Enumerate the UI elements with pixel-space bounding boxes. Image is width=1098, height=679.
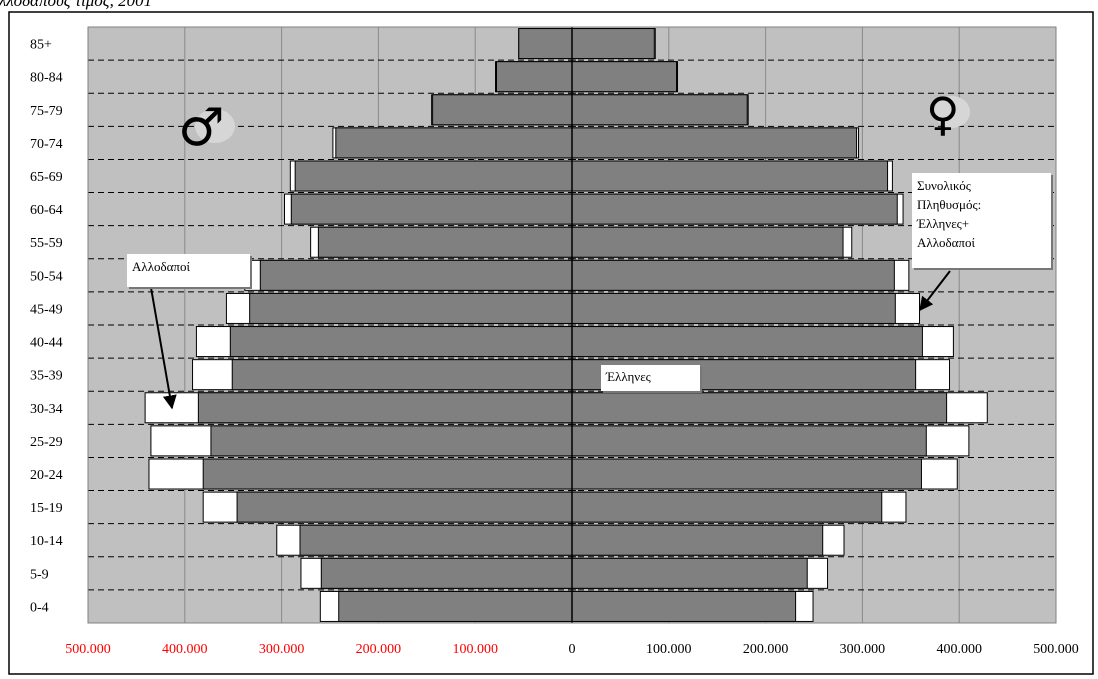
- bar-greek-female-30-34: [571, 392, 948, 424]
- total-population-callout: Συνολικός Πληθυσμός: Έλληνες+ Αλλοδαποί: [912, 173, 1051, 268]
- bar-greek-male-20-24: [202, 458, 573, 490]
- x-tick-label: 500.000: [65, 642, 111, 657]
- bar-greek-female-75-79: [571, 94, 748, 126]
- bar-greek-female-10-14: [571, 524, 824, 556]
- bar-greek-male-45-49: [249, 292, 573, 324]
- foreigners-arrow: [149, 281, 177, 410]
- y-tick-label: 30-34: [30, 402, 63, 417]
- y-tick-label: 0-4: [30, 600, 49, 615]
- x-tick-label: 300.000: [840, 642, 886, 657]
- greeks-callout: Έλληνες: [601, 365, 700, 391]
- bar-greek-male-80-84: [495, 61, 573, 93]
- bar-greek-male-25-29: [210, 425, 573, 457]
- y-tick-label: 25-29: [30, 435, 63, 450]
- bar-greek-male-50-54: [259, 259, 573, 291]
- male-symbol-glyph: ♂: [178, 98, 225, 158]
- total-population-arrow: [919, 270, 951, 312]
- bar-greek-female-70-74: [571, 127, 858, 159]
- x-tick-label: 200.000: [743, 642, 789, 657]
- bar-greek-male-60-64: [290, 193, 573, 225]
- bar-greek-female-0-4: [571, 590, 797, 622]
- bar-greek-male-55-59: [317, 226, 573, 258]
- y-tick-label: 80-84: [30, 71, 63, 86]
- y-tick-label: 15-19: [30, 501, 63, 516]
- bar-greek-female-25-29: [571, 425, 927, 457]
- y-tick-label: 55-59: [30, 236, 63, 251]
- y-tick-label: 10-14: [30, 534, 63, 549]
- bar-greek-female-40-44: [571, 326, 923, 358]
- y-tick-label: 60-64: [30, 203, 63, 218]
- x-tick-label: 200.000: [356, 642, 402, 657]
- y-tick-label: 85+: [30, 38, 52, 53]
- greeks-label: Έλληνες: [606, 369, 651, 384]
- bar-greek-male-40-44: [229, 326, 573, 358]
- x-tick-label: 500.000: [1033, 642, 1079, 657]
- bar-greek-male-65-69: [294, 160, 573, 192]
- bar-greek-male-85+: [518, 28, 573, 60]
- x-tick-label: 400.000: [162, 642, 208, 657]
- bars: [144, 28, 988, 622]
- x-tick-label: 0: [569, 642, 576, 657]
- x-tick-label: 100.000: [646, 642, 692, 657]
- bar-greek-female-80-84: [571, 61, 678, 93]
- bar-greek-male-75-79: [432, 94, 573, 126]
- bar-greek-male-0-4: [338, 590, 573, 622]
- y-tick-label: 50-54: [30, 269, 63, 284]
- total-line-1: Συνολικός: [917, 178, 971, 193]
- bar-greek-male-15-19: [236, 491, 573, 523]
- y-tick-label: 70-74: [30, 137, 63, 152]
- total-line-4: Αλλοδαποί: [917, 235, 975, 250]
- bar-greek-female-20-24: [571, 458, 922, 490]
- y-tick-labels: 0-4 5-9 10-14 15-19 20-24 25-29 30-34 35-39 40-4…: [30, 38, 63, 616]
- annotation-arrows: [149, 270, 951, 410]
- bar-greek-female-65-69: [571, 160, 889, 192]
- y-tick-label: 45-49: [30, 302, 63, 317]
- bar-greek-male-35-39: [231, 359, 573, 391]
- bar-greek-male-30-34: [197, 392, 573, 424]
- bar-greek-male-5-9: [320, 557, 573, 589]
- x-tick-label: 400.000: [936, 642, 982, 657]
- total-line-2: Πληθυσμός:: [917, 197, 982, 212]
- bar-greek-female-45-49: [571, 292, 896, 324]
- female-symbol: ♀: [926, 87, 970, 141]
- y-tick-label: 35-39: [30, 369, 63, 384]
- female-symbol-glyph: ♀: [926, 87, 960, 141]
- male-symbol-shadow: [195, 109, 235, 143]
- chart-caption: αλλοδαπούς τιμός, 2001: [0, 0, 153, 10]
- x-tick-label: 300.000: [259, 642, 305, 657]
- foreigners-callout: Αλλοδαποί: [127, 254, 250, 287]
- gender-symbols: ♂ ♀: [178, 87, 970, 158]
- bar-greek-female-55-59: [571, 226, 844, 258]
- bar-greek-female-85+: [571, 28, 655, 60]
- y-tick-label: 40-44: [30, 336, 63, 351]
- axes: [87, 26, 1057, 624]
- y-tick-label: 75-79: [30, 104, 63, 119]
- x-tick-labels: 500.000 400.000 300.000 200.000 100.000 0 100.…: [65, 642, 1079, 657]
- male-symbol: ♂: [178, 98, 235, 158]
- y-tick-label: 65-69: [30, 170, 63, 185]
- bar-greek-female-50-54: [571, 259, 895, 291]
- bar-greek-male-10-14: [299, 524, 573, 556]
- bar-greek-female-5-9: [571, 557, 808, 589]
- female-symbol-shadow: [934, 96, 970, 128]
- total-line-3: Έλληνες+: [917, 216, 970, 231]
- bar-greek-male-70-74: [335, 127, 573, 159]
- bar-greek-female-60-64: [571, 193, 898, 225]
- y-tick-label: 20-24: [30, 468, 63, 483]
- plot-border: [87, 26, 1057, 624]
- x-tick-label: 100.000: [452, 642, 498, 657]
- foreigners-label: Αλλοδαποί: [132, 259, 190, 274]
- y-tick-label: 5-9: [30, 567, 49, 582]
- bar-greek-female-15-19: [571, 491, 883, 523]
